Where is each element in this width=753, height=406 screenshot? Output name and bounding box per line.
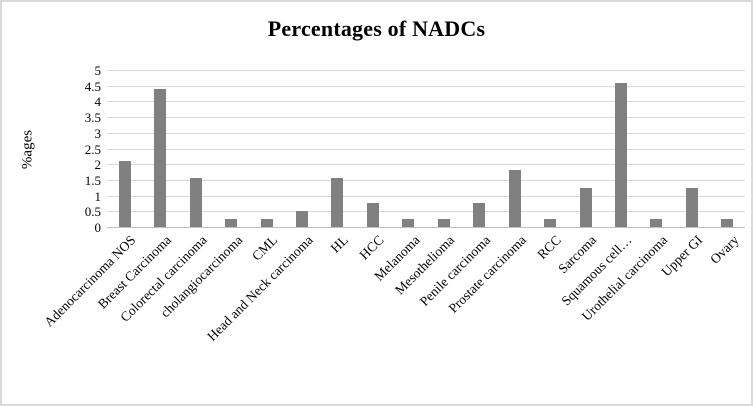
chart-title: Percentages of NADCs — [267, 16, 486, 41]
bar — [331, 178, 344, 227]
y-tick-label: 0.5 — [84, 204, 101, 220]
bar — [473, 203, 486, 227]
gridline — [107, 211, 745, 213]
bar — [721, 219, 734, 227]
gridline — [107, 132, 745, 134]
bar — [118, 161, 131, 227]
gridline — [107, 148, 745, 150]
y-tick-label: 4.5 — [84, 78, 101, 94]
bar — [579, 187, 592, 227]
gridline — [107, 164, 745, 166]
y-tick-label: 1.5 — [84, 172, 101, 188]
x-category-label: Ovary — [706, 232, 742, 267]
bar — [225, 219, 238, 227]
gridline — [107, 117, 745, 119]
gridline — [107, 101, 745, 103]
y-tick-label: 2 — [94, 157, 102, 173]
bar — [154, 88, 167, 227]
x-category-label: RCC — [534, 232, 564, 263]
bar — [189, 178, 202, 227]
x-axis-line — [107, 227, 745, 228]
y-tick-label: 2.5 — [84, 141, 101, 157]
x-category-label: CML — [249, 232, 281, 264]
bar — [614, 82, 627, 227]
bar — [295, 211, 308, 227]
y-axis-title: %ages — [19, 129, 36, 170]
y-tick-label: 0 — [94, 220, 102, 235]
gridline — [107, 179, 745, 181]
bar — [260, 219, 273, 227]
gridline — [107, 85, 745, 87]
y-tick-label: 3 — [94, 125, 102, 141]
x-category-label: HCC — [356, 232, 387, 263]
y-tick-label: 5 — [94, 63, 102, 78]
bar — [685, 187, 698, 227]
bar — [402, 219, 415, 227]
y-tick-label: 3.5 — [84, 110, 101, 126]
y-tick-label: 4 — [94, 94, 102, 110]
bar — [544, 219, 557, 227]
bar — [366, 203, 379, 227]
gridline — [107, 195, 745, 197]
y-tick-label: 1 — [94, 188, 102, 204]
bar — [508, 170, 521, 227]
bar — [437, 219, 450, 227]
gridline — [107, 70, 745, 71]
bar — [650, 219, 663, 227]
x-category-label: HL — [327, 232, 352, 256]
